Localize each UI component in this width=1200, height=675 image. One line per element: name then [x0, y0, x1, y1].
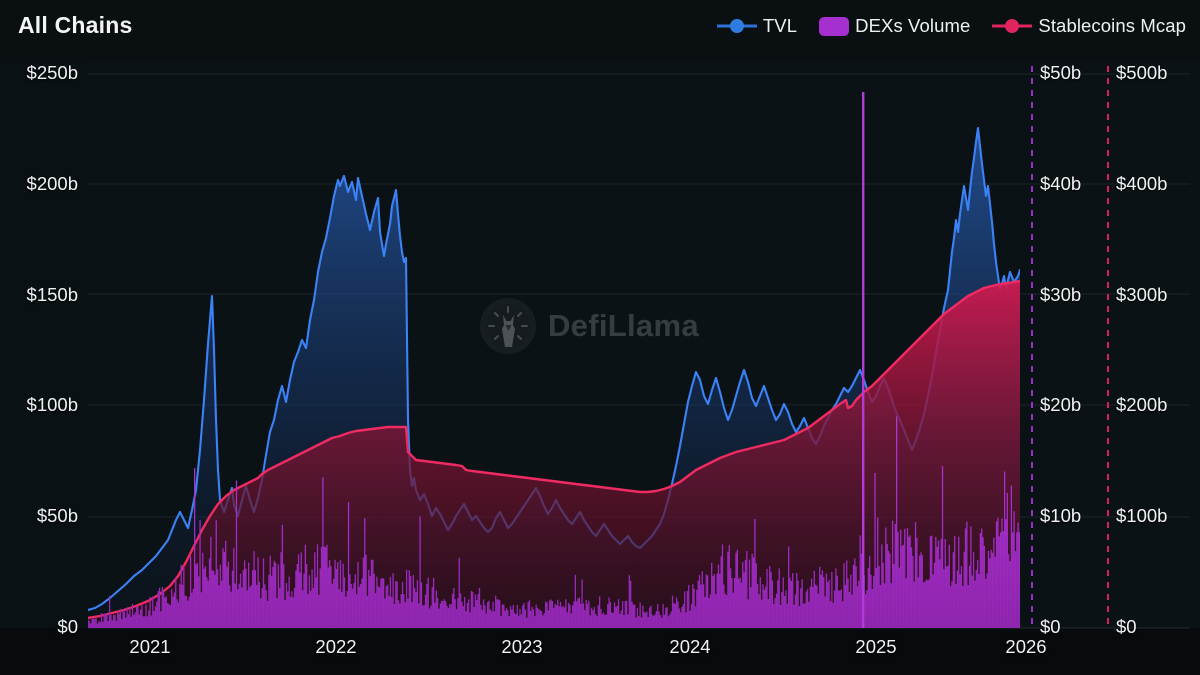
right-axis-background [1020, 62, 1200, 628]
dexs-volume-axis-tick-3: $30b [1040, 283, 1082, 305]
x-axis-tick-2025: 2025 [855, 636, 897, 657]
x-axis-tick-2026: 2026 [1005, 636, 1047, 657]
tvl-axis-tick-1: $50b [36, 505, 78, 527]
tvl-axis-tick-2: $100b [26, 394, 78, 416]
legend-label-dexs-volume: DEXs Volume [855, 15, 971, 36]
x-axis-tick-2021: 2021 [129, 636, 171, 657]
dexs-volume-axis-tick-2: $20b [1040, 394, 1082, 416]
dexs-volume-axis-tick-1: $10b [1040, 505, 1082, 527]
stablecoins-mcap-axis-tick-5: $500b [1116, 62, 1168, 83]
tvl-line-marker-icon [716, 19, 757, 33]
series-dexs-volume [88, 416, 1020, 628]
stablecoins-line-marker-icon [992, 19, 1033, 33]
tvl-axis-tick-4: $200b [26, 172, 78, 194]
stablecoins-mcap-axis-tick-3: $300b [1116, 283, 1168, 305]
x-axis-tick-2023: 2023 [501, 636, 543, 657]
stablecoins-mcap-axis-tick-4: $400b [1116, 172, 1168, 194]
dexs-volume-swatch-icon [819, 16, 850, 36]
legend-label-tvl: TVL [762, 15, 798, 36]
tvl-axis-tick-3: $150b [26, 283, 78, 305]
x-axis-tick-2024: 2024 [669, 636, 711, 657]
dexs-volume-axis-tick-0: $0 [1040, 616, 1061, 637]
tvl-axis-tick-0: $0 [57, 616, 78, 637]
legend-label-stablecoins-mcap: Stablecoins Mcap [1038, 15, 1186, 36]
stablecoins-area-fill [88, 281, 1020, 628]
left-axis-background [0, 62, 88, 628]
dexs-volume-daily-bars [88, 416, 1020, 628]
header-background [0, 0, 1200, 62]
x-axis-tick-2022: 2022 [315, 636, 357, 657]
legend-item-tvl[interactable]: TVL [716, 15, 798, 37]
dexs-volume-axis-tick-4: $40b [1040, 172, 1082, 194]
page-title: All Chains [18, 12, 133, 38]
dexs-volume-spike-bar [862, 92, 865, 628]
tvl-axis-tick-5: $250b [26, 62, 78, 83]
x-axis-background [0, 628, 1200, 675]
dexs-volume-axis-tick-5: $50b [1040, 62, 1082, 83]
stablecoins-mcap-axis-tick-1: $100b [1116, 505, 1168, 527]
legend-item-stablecoins-mcap[interactable]: Stablecoins Mcap [992, 15, 1186, 37]
legend-item-dexs-volume[interactable]: DEXs Volume [819, 15, 970, 37]
chart-legend: TVL DEXs Volume Stablecoins Mcap [716, 12, 1186, 40]
stablecoins-mcap-axis-tick-0: $0 [1116, 616, 1137, 637]
stablecoins-mcap-axis-tick-2: $200b [1116, 394, 1168, 416]
